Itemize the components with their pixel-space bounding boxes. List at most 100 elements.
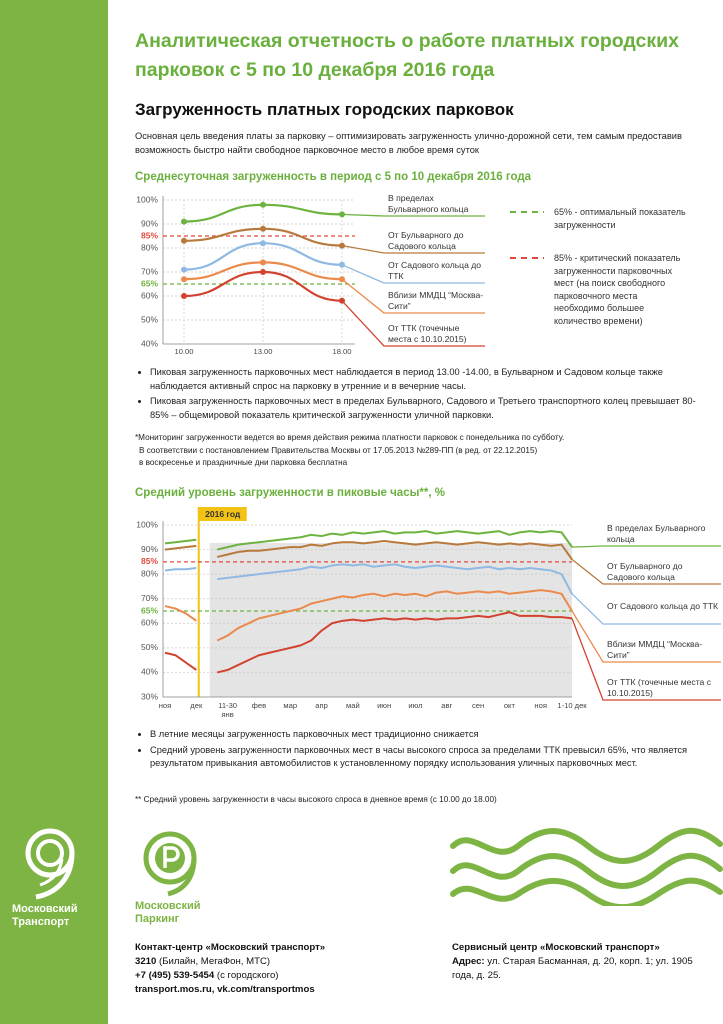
point <box>260 269 266 275</box>
x-tick-label: авг <box>441 701 453 710</box>
legend-connector <box>341 213 485 217</box>
transport-logo-text: Московский Транспорт <box>12 903 78 929</box>
y-tick-label: 100% <box>136 194 158 204</box>
x-tick-label: окт <box>503 701 515 710</box>
point <box>339 211 345 218</box>
chart-svg: 2016 год 30% 40% 50% 60% 70% 80% 90% 100% 85% 65% <box>136 507 721 701</box>
period-label: 2016 год <box>205 509 241 519</box>
reference-label: 65% <box>141 605 158 615</box>
bullet: В летние месяцы загруженность парковочны… <box>150 728 705 742</box>
footnote: *Мониторинг загруженности ведется во вре… <box>135 432 715 470</box>
y-tick-label: 90% <box>141 544 158 554</box>
legend-connector <box>571 558 721 585</box>
web: transport.mos.ru, vk.com/transportmos <box>135 984 315 995</box>
logo-line: Транспорт <box>12 916 70 928</box>
y-tick-label: 90% <box>141 218 158 228</box>
series-line <box>164 530 573 551</box>
bullet: Пиковая загруженность парковочных мест н… <box>150 366 700 393</box>
period-badge <box>198 507 247 521</box>
logo-line: Московский <box>12 903 78 915</box>
phone-note: (Билайн, МегаФон, МТС) <box>159 956 271 967</box>
point <box>181 276 187 283</box>
legend-connector <box>341 244 485 254</box>
legend-connector <box>571 593 721 625</box>
y-tick-label: 70% <box>141 266 158 276</box>
y-tick-label: 60% <box>141 290 158 300</box>
notes: В летние месяцы загруженность парковочны… <box>135 728 705 773</box>
y-tick-label: 80% <box>141 568 158 578</box>
y-tick-label: 80% <box>141 242 158 252</box>
legend-connector <box>571 545 721 548</box>
chart: 40% 50% 60% 70% 80% 90% 100% 85% 65% 85% - критич… <box>135 190 723 360</box>
bullet: Пиковая загруженность парковочных мест в… <box>150 395 700 422</box>
bullet-list: В летние месяцы загруженность парковочны… <box>135 728 705 771</box>
footnote-line: *Мониторинг загруженности ведется во вре… <box>135 433 565 442</box>
wave-decoration <box>450 827 723 906</box>
reference-legend: 65% - оптимальный показатель загруженнос… <box>554 207 686 230</box>
bullet-list: Пиковая загруженность парковочных мест н… <box>135 366 700 422</box>
bullet: Средний уровень загруженности парковочны… <box>150 744 705 771</box>
x-tick-label: апр <box>315 701 328 710</box>
series-line <box>164 611 573 674</box>
y-tick-label: 50% <box>141 314 158 324</box>
x-tick-label: фев <box>251 701 267 710</box>
phone: 3210 <box>135 956 157 967</box>
contact-title: Сервисный центр «Московский транспорт» <box>452 942 660 953</box>
point <box>260 225 266 232</box>
y-tick-label: 40% <box>141 667 158 677</box>
y-tick-label: 100% <box>136 519 158 529</box>
reference-label: 85% <box>141 556 158 566</box>
reference-label: 65% <box>141 278 158 288</box>
logo-line: Паркинг <box>135 913 180 925</box>
y-tick-label: 70% <box>141 593 158 603</box>
legend-connector <box>341 278 485 314</box>
phone-note: (с городского) <box>216 970 279 981</box>
x-tick-label: 1-10 дек <box>557 701 587 710</box>
legend-label: В пределах Бульварного кольца <box>607 523 706 544</box>
reference-legend: 85% - критический показатель загруженнос… <box>554 253 681 326</box>
x-tick-label: дек <box>190 701 203 710</box>
page-title: Аналитическая отчетность о работе платны… <box>135 30 679 81</box>
legend-label: Вблизи ММДЦ “Москва-Сити” <box>607 639 703 660</box>
point <box>260 240 266 247</box>
intro: Основная цель введения платы за парковку… <box>135 131 682 155</box>
legend-label: В пределах Бульварного кольца <box>388 193 469 214</box>
point <box>181 266 187 273</box>
phone: +7 (495) 539-5454 <box>135 970 215 981</box>
footnote: ** Средний уровень загруженности в часы … <box>135 795 497 804</box>
parking-logo-text: Московский Паркинг <box>135 900 201 926</box>
x-tick-label: мар <box>283 701 298 710</box>
point <box>260 259 266 266</box>
legend-label: От Бульварного до Садового кольца <box>388 230 464 251</box>
legend-label: Вблизи ММДЦ “Москва-Сити” <box>388 290 484 311</box>
contacts-left: Контакт-центр «Московский транспорт» 321… <box>135 941 325 997</box>
x-tick-label: 10.00 <box>174 347 194 356</box>
y-tick-label: 50% <box>141 642 158 652</box>
legend-connector <box>341 300 485 347</box>
x-tick-label: ноя <box>158 701 172 710</box>
y-tick-label: 60% <box>141 618 158 628</box>
legend-label: От Садового кольца до ТТК <box>388 260 482 281</box>
legend-label: От ТТК (точечные места с 10.10.2015) <box>607 677 712 698</box>
footnote-line: В соответствии с постановлением Правител… <box>139 445 538 455</box>
point <box>260 201 266 208</box>
logo-line: Московский <box>135 900 201 912</box>
address: ул. Старая Басманная, д. 20, корп. 1; ул… <box>452 956 693 981</box>
y-tick-label: 40% <box>141 338 158 348</box>
contacts-right: Сервисный центр «Московский транспорт» А… <box>452 941 702 983</box>
footnote-line: в воскресенье и праздничные дни парковка… <box>139 458 348 467</box>
point <box>181 293 187 299</box>
x-tick-label: 13.00 <box>253 347 273 356</box>
legend-connector <box>341 264 485 284</box>
x-tick-label: июн <box>377 701 392 710</box>
transport-logo <box>25 828 75 900</box>
contact-title: Контакт-центр «Московский транспорт» <box>135 942 326 953</box>
series-line <box>164 589 573 642</box>
side-bar: Московский Транспорт <box>0 0 108 1024</box>
point <box>181 237 187 244</box>
legend-connector <box>571 618 721 701</box>
y-tick-label: 30% <box>141 691 158 701</box>
x-tick-label: ноя <box>534 701 547 710</box>
address-label: Адрес: <box>452 956 485 967</box>
